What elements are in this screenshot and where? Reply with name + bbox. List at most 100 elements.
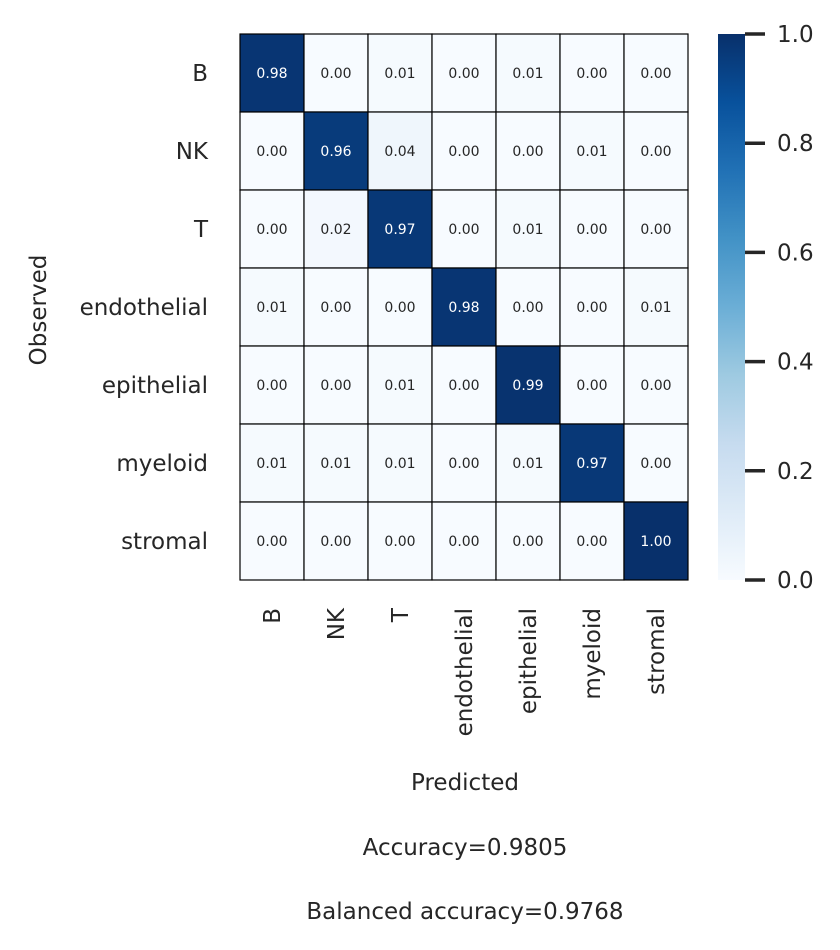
cell-value-label: 0.00 [384, 534, 415, 550]
heatmap-cell [431, 189, 497, 269]
colorbar-tick-label: 0.8 [777, 131, 814, 157]
cell-value-label: 0.00 [320, 534, 351, 550]
y-tick-label: stromal [121, 529, 208, 555]
x-tick-label: epithelial [516, 608, 542, 714]
heatmap-cell [623, 267, 689, 347]
cell-value-label: 0.96 [320, 144, 351, 160]
heatmap-cell [239, 345, 305, 425]
heatmap-cell [367, 33, 433, 113]
colorbar-tick-label: 0.2 [777, 459, 814, 485]
x-axis-title: Predicted [411, 770, 519, 796]
colorbar-tick-label: 0.0 [777, 568, 814, 594]
y-tick-label: epithelial [102, 373, 208, 399]
cell-value-label: 0.00 [640, 144, 671, 160]
cell-value-label: 0.00 [576, 534, 607, 550]
cell-value-label: 0.99 [512, 378, 543, 394]
y-tick-label: endothelial [80, 295, 208, 321]
x-tick-label: myeloid [580, 608, 606, 700]
heatmap-cell [239, 423, 305, 503]
heatmap-cell [559, 501, 625, 581]
heatmap-cells: 0.98 0.00 0.01 0.00 0.01 0.00 0.00 0.00 0.96 0.04… [239, 33, 689, 581]
cell-value-label: 0.01 [384, 456, 415, 472]
cell-value-label: 0.00 [320, 300, 351, 316]
heatmap-cell [559, 33, 625, 113]
cell-value-label: 0.97 [576, 456, 607, 472]
colorbar-ticks: 0.0 0.2 0.4 0.6 0.8 1.0 [745, 22, 814, 594]
cell-value-label: 0.01 [576, 144, 607, 160]
cell-value-label: 0.98 [448, 300, 479, 316]
cell-value-label: 0.00 [512, 534, 543, 550]
cell-value-label: 0.98 [256, 66, 287, 82]
heatmap-cell [367, 501, 433, 581]
heatmap-cell [367, 189, 433, 269]
cell-value-label: 0.00 [448, 534, 479, 550]
colorbar-tick-label: 0.6 [777, 240, 814, 266]
accuracy-annotation: Accuracy=0.9805 [363, 835, 568, 861]
cell-value-label: 0.01 [256, 300, 287, 316]
cell-value-label: 0.01 [320, 456, 351, 472]
x-tick-label: stromal [644, 608, 670, 695]
heatmap-cell [367, 345, 433, 425]
cell-value-label: 0.00 [640, 222, 671, 238]
y-tick-label: B [192, 61, 208, 87]
cell-value-label: 0.00 [640, 378, 671, 394]
balanced-accuracy-annotation: Balanced accuracy=0.9768 [306, 899, 623, 925]
cell-value-label: 0.02 [320, 222, 351, 238]
cell-value-label: 0.00 [576, 300, 607, 316]
y-tick-label: myeloid [116, 451, 208, 477]
heatmap-cell [431, 267, 497, 347]
cell-value-label: 0.01 [512, 222, 543, 238]
cell-value-label: 0.00 [256, 222, 287, 238]
colorbar-tick-label: 0.4 [777, 350, 814, 376]
x-tick-label: endothelial [452, 608, 478, 736]
colorbar [718, 34, 745, 580]
heatmap-cell [431, 501, 497, 581]
heatmap-cell [239, 33, 305, 113]
cell-value-label: 0.00 [576, 222, 607, 238]
heatmap-cell [495, 501, 561, 581]
heatmap-cell [367, 111, 433, 191]
cell-value-label: 0.00 [384, 300, 415, 316]
cell-value-label: 0.00 [256, 144, 287, 160]
cell-value-label: 0.04 [384, 144, 415, 160]
cell-value-label: 0.00 [448, 144, 479, 160]
y-axis-title: Observed [26, 255, 52, 366]
cell-value-label: 0.00 [512, 300, 543, 316]
heatmap-cell [239, 111, 305, 191]
cell-value-label: 0.00 [320, 66, 351, 82]
x-tick-label: T [388, 607, 414, 623]
x-tick-label: NK [324, 607, 350, 640]
heatmap-cell [495, 111, 561, 191]
heatmap-cell [431, 423, 497, 503]
cell-value-label: 0.00 [576, 66, 607, 82]
cell-value-label: 0.01 [384, 378, 415, 394]
heatmap-cell [623, 423, 689, 503]
heatmap-cell [303, 189, 369, 269]
heatmap-cell [303, 33, 369, 113]
cell-value-label: 0.00 [256, 378, 287, 394]
heatmap-cell [559, 189, 625, 269]
cell-value-label: 0.00 [640, 456, 671, 472]
heatmap-cell [623, 111, 689, 191]
heatmap-cell [303, 267, 369, 347]
cell-value-label: 0.00 [640, 66, 671, 82]
y-tick-label: NK [176, 139, 209, 165]
cell-value-label: 0.01 [640, 300, 671, 316]
cell-value-label: 0.01 [256, 456, 287, 472]
y-tick-label: T [193, 217, 209, 243]
cell-value-label: 0.97 [384, 222, 415, 238]
heatmap-cell [623, 189, 689, 269]
cell-value-label: 0.00 [448, 456, 479, 472]
heatmap-cell [623, 501, 689, 581]
heatmap-cell [239, 267, 305, 347]
cell-value-label: 0.00 [448, 66, 479, 82]
heatmap-cell [303, 423, 369, 503]
cell-value-label: 0.01 [512, 456, 543, 472]
x-tick-label: B [260, 608, 286, 624]
cell-value-label: 1.00 [640, 534, 671, 550]
cell-value-label: 0.00 [256, 534, 287, 550]
heatmap-cell [559, 267, 625, 347]
